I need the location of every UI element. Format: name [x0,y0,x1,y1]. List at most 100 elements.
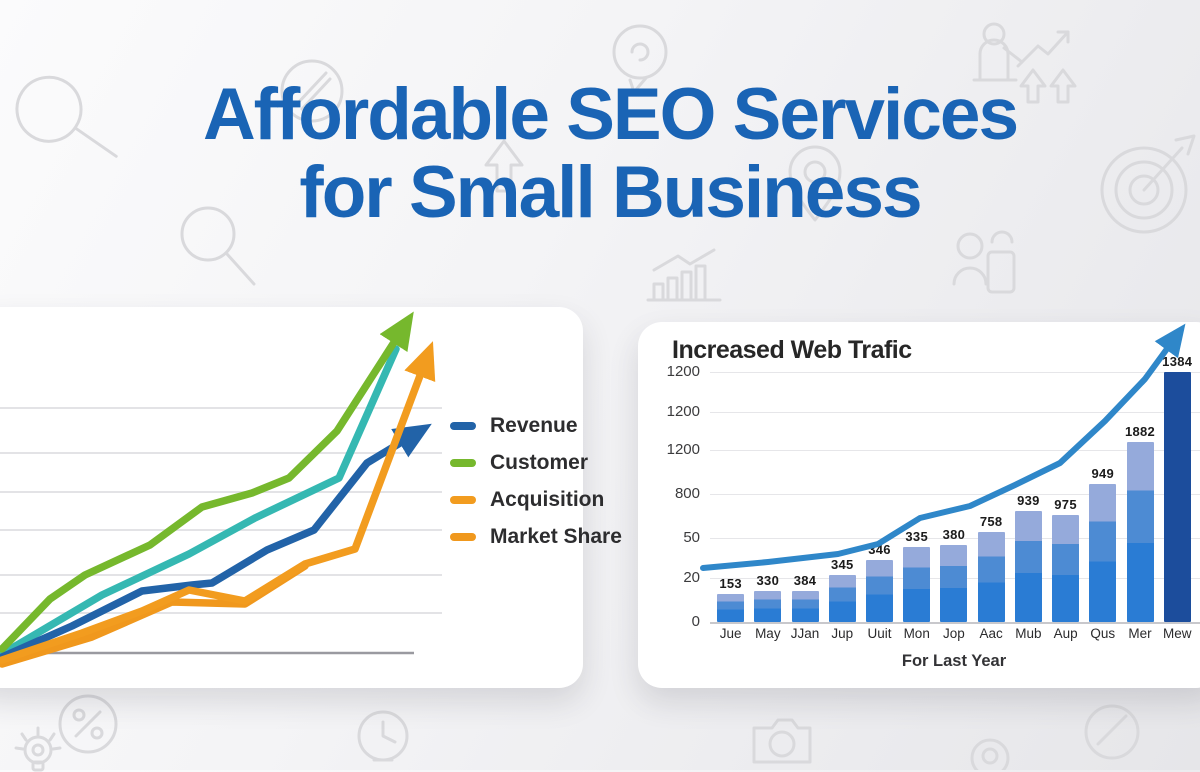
legend-swatch [450,459,476,467]
line-series--unlabeled-teal- [0,345,400,658]
page-title: Affordable SEO Services for Small Busine… [50,74,1170,234]
gridline [710,450,1200,451]
bar [865,560,893,622]
y-tick-label: 50 [683,529,700,546]
legend-swatch [450,533,476,541]
gridline [710,622,1200,624]
bar-value-label: 380 [942,527,966,542]
gridline [710,372,1200,373]
bar [977,532,1005,622]
bar-chart-doodle-icon [644,248,724,306]
line-legend: Revenue Customer Acquisition Market Share [450,413,622,550]
bar-value-label: 330 [756,573,780,588]
bar-value-label: 975 [1054,497,1077,512]
bar-value-label: 345 [830,557,854,572]
x-tick-label: Mub [1015,626,1042,641]
bar-slot: 345 [824,557,861,622]
legend-item: Acquisition [450,487,622,513]
bar [717,594,745,622]
bar-chart-month-labels: Jue May JJan Jup Uuit Mon Jop Aac Mub Aup Qus Mer Me… [712,626,1196,641]
x-tick-label: Jop [943,626,965,641]
legend-item: Customer [450,450,622,476]
line-chart-card: Revenue Customer Acquisition Market Share [0,307,622,688]
bar-value-label: 153 [719,576,742,591]
legend-swatch [450,496,476,504]
bar [1014,511,1042,622]
trend-line-svg [700,323,1186,571]
x-tick-label: May [755,626,781,641]
x-tick-label: Aup [1053,626,1078,641]
bar-slot: 384 [787,573,824,622]
x-tick-label: JJan [790,626,820,641]
line-series-market-share [0,562,309,668]
bar-value-label: 384 [793,573,817,588]
bar-chart-title: Increased Web Trafic [672,336,912,364]
bar-chart-bars: 153 330 384 345 346 335 380 758 939 975 949 1882 138… [712,322,1196,622]
y-tick-label: 20 [683,569,700,586]
legend-label: Customer [490,451,589,474]
x-tick-label: Aac [979,626,1003,641]
legend-item: Revenue [450,413,622,439]
bar-slot: 380 [935,527,972,622]
bar [903,547,931,622]
y-tick-label: 0 [691,613,700,630]
legend-item: Market Share [450,524,622,550]
bar-slot: 758 [973,514,1010,622]
bar-slot: 939 [1010,493,1047,622]
page-title-line2: for Small Business [299,152,922,234]
y-tick-label: 1200 [666,363,700,380]
legend-label: Revenue [490,414,578,437]
x-tick-label: Uuit [867,626,892,641]
camera-search-icon [748,710,816,770]
bar-chart-card: Increased Web Trafic 1200 1200 1200 800 50 20… [638,322,1200,688]
bar-value-label: 335 [905,529,928,544]
y-tick-label: 1200 [666,441,700,458]
gridline [710,412,1200,413]
line-chart-svg [0,311,442,668]
bar-value-label: 1882 [1124,424,1156,439]
y-tick-label: 1200 [666,403,700,420]
percent-icon [56,684,120,764]
page-title-line1: Affordable SEO Services [202,74,1019,155]
x-tick-label: Jup [831,626,854,641]
legend-label: Market Share [490,525,622,548]
bar-value-label: 758 [979,514,1003,529]
legend-swatch [450,422,476,430]
gridline [710,494,1200,495]
bar [1163,372,1191,622]
bar-value-label: 939 [1017,493,1040,508]
bar [828,575,856,622]
line-series-acquisition [0,341,436,664]
bar [1052,515,1080,622]
bar-slot: 1882 [1122,424,1159,622]
line-series-revenue [0,423,432,661]
y-tick-label: 800 [674,485,700,502]
x-tick-label: Jue [719,626,742,641]
x-tick-label: Qus [1090,626,1116,641]
bar-value-label: 949 [1091,466,1115,481]
bar [754,591,782,622]
x-tick-label: Mew [1162,626,1192,641]
bar [1126,442,1154,622]
x-tick-label: Mer [1128,626,1152,641]
bar-slot: 949 [1084,466,1121,622]
bar-slot: 975 [1047,497,1084,622]
bar-slot: 153 [712,576,749,622]
bar [1089,484,1117,622]
map-pin-icon [960,736,1020,770]
legend-label: Acquisition [490,488,605,511]
trend-line [700,323,1186,571]
clock-icon [352,706,414,770]
bar-slot: 1384 [1159,354,1196,622]
gridline [710,538,1200,539]
bar [791,591,819,622]
bar-slot: 330 [749,573,786,622]
pencil-circle-icon [1080,694,1144,770]
bar [940,545,968,622]
people-icon [944,224,1020,296]
lightbulb-icon [12,726,64,772]
x-axis-title: For Last Year [901,652,1007,670]
x-tick-label: Mon [903,626,930,641]
line-series-customer [0,311,414,653]
bar-slot: 335 [898,529,935,622]
